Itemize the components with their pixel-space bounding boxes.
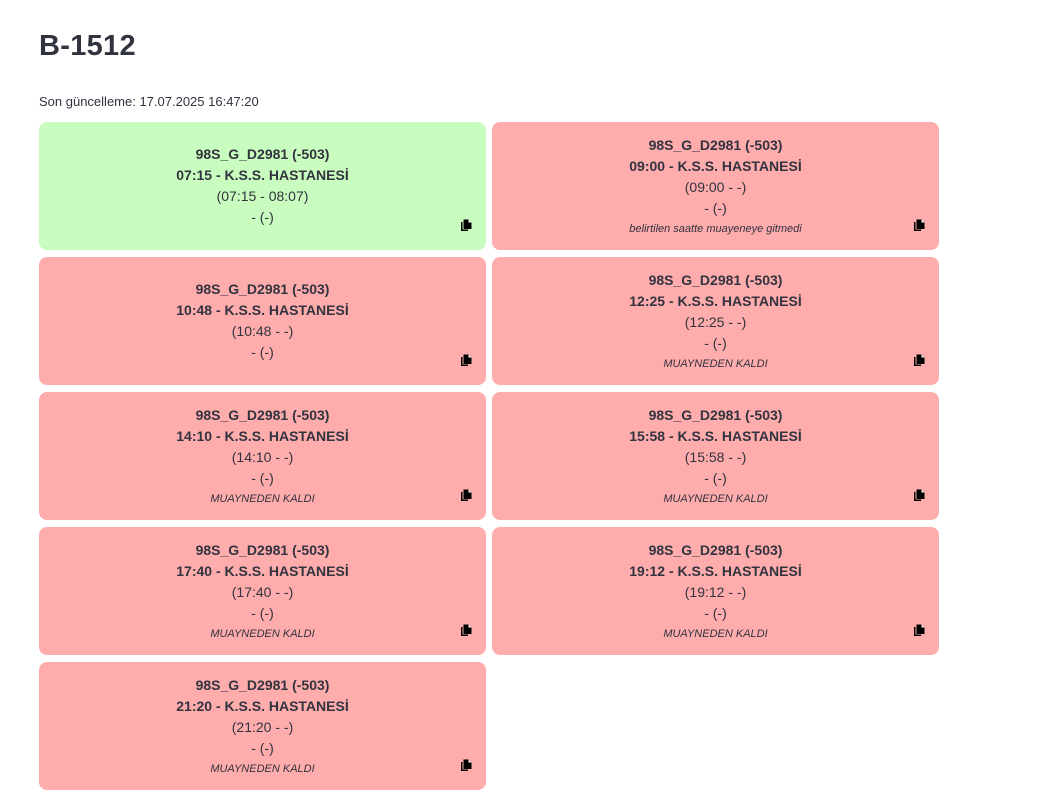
card-time-window: (10:48 - -) bbox=[231, 323, 294, 339]
copy-icon[interactable] bbox=[460, 624, 472, 637]
last-updated-text: Son güncelleme: 17.07.2025 16:47:20 bbox=[39, 94, 259, 109]
card-code: 98S_G_D2981 (-503) bbox=[195, 406, 330, 423]
card-extra: - (-) bbox=[704, 469, 727, 486]
card-note: MUAYNEDEN KALDI bbox=[663, 492, 768, 505]
card-code: 98S_G_D2981 (-503) bbox=[648, 406, 783, 423]
card-code: 98S_G_D2981 (-503) bbox=[195, 541, 330, 558]
card-appointment: 09:00 - K.S.S. HASTANESİ bbox=[629, 157, 802, 174]
card-appointment: 07:15 - K.S.S. HASTANESİ bbox=[176, 167, 349, 183]
card-appointment: 10:48 - K.S.S. HASTANESİ bbox=[176, 302, 349, 318]
appointment-card: 98S_G_D2981 (-503) 07:15 - K.S.S. HASTAN… bbox=[39, 122, 486, 250]
card-extra: - (-) bbox=[251, 469, 274, 486]
card-code: 98S_G_D2981 (-503) bbox=[648, 136, 783, 153]
card-time-window: (12:25 - -) bbox=[684, 313, 747, 330]
card-time-window: (21:20 - -) bbox=[231, 718, 294, 735]
card-code: 98S_G_D2981 (-503) bbox=[195, 281, 330, 297]
card-note: belirtilen saatte muayeneye gitmedi bbox=[629, 222, 802, 235]
appointment-card: 98S_G_D2981 (-503) 09:00 - K.S.S. HASTAN… bbox=[492, 122, 939, 250]
appointment-grid: 98S_G_D2981 (-503) 07:15 - K.S.S. HASTAN… bbox=[39, 122, 939, 790]
card-code: 98S_G_D2981 (-503) bbox=[195, 146, 330, 162]
card-time-window: (15:58 - -) bbox=[684, 448, 747, 465]
card-note: MUAYNEDEN KALDI bbox=[210, 762, 315, 775]
card-note: MUAYNEDEN KALDI bbox=[663, 627, 768, 640]
copy-icon[interactable] bbox=[913, 489, 925, 502]
copy-icon[interactable] bbox=[460, 759, 472, 772]
card-extra: - (-) bbox=[704, 199, 727, 216]
appointment-card: 98S_G_D2981 (-503) 12:25 - K.S.S. HASTAN… bbox=[492, 257, 939, 385]
appointment-card: 98S_G_D2981 (-503) 21:20 - K.S.S. HASTAN… bbox=[39, 662, 486, 790]
card-extra: - (-) bbox=[251, 739, 274, 756]
copy-icon[interactable] bbox=[913, 354, 925, 367]
card-code: 98S_G_D2981 (-503) bbox=[648, 541, 783, 558]
card-extra: - (-) bbox=[251, 344, 274, 360]
card-code: 98S_G_D2981 (-503) bbox=[195, 676, 330, 693]
copy-icon[interactable] bbox=[460, 354, 472, 367]
card-time-window: (14:10 - -) bbox=[231, 448, 294, 465]
card-appointment: 19:12 - K.S.S. HASTANESİ bbox=[629, 562, 802, 579]
card-time-window: (09:00 - -) bbox=[684, 178, 747, 195]
appointment-card: 98S_G_D2981 (-503) 14:10 - K.S.S. HASTAN… bbox=[39, 392, 486, 520]
card-note: MUAYNEDEN KALDI bbox=[210, 627, 315, 640]
card-extra: - (-) bbox=[704, 604, 727, 621]
card-time-window: (17:40 - -) bbox=[231, 583, 294, 600]
appointment-card: 98S_G_D2981 (-503) 19:12 - K.S.S. HASTAN… bbox=[492, 527, 939, 655]
appointment-card: 98S_G_D2981 (-503) 10:48 - K.S.S. HASTAN… bbox=[39, 257, 486, 385]
card-note: MUAYNEDEN KALDI bbox=[663, 357, 768, 370]
copy-icon[interactable] bbox=[913, 624, 925, 637]
card-code: 98S_G_D2981 (-503) bbox=[648, 271, 783, 288]
page-title: B-1512 bbox=[39, 30, 136, 62]
appointment-card: 98S_G_D2981 (-503) 17:40 - K.S.S. HASTAN… bbox=[39, 527, 486, 655]
card-note: MUAYNEDEN KALDI bbox=[210, 492, 315, 505]
card-extra: - (-) bbox=[251, 209, 274, 225]
card-time-window: (19:12 - -) bbox=[684, 583, 747, 600]
card-appointment: 21:20 - K.S.S. HASTANESİ bbox=[176, 697, 349, 714]
copy-icon[interactable] bbox=[460, 219, 472, 232]
card-appointment: 15:58 - K.S.S. HASTANESİ bbox=[629, 427, 802, 444]
card-appointment: 14:10 - K.S.S. HASTANESİ bbox=[176, 427, 349, 444]
card-appointment: 17:40 - K.S.S. HASTANESİ bbox=[176, 562, 349, 579]
card-extra: - (-) bbox=[251, 604, 274, 621]
copy-icon[interactable] bbox=[913, 219, 925, 232]
card-time-window: (07:15 - 08:07) bbox=[216, 188, 309, 204]
appointment-card: 98S_G_D2981 (-503) 15:58 - K.S.S. HASTAN… bbox=[492, 392, 939, 520]
card-appointment: 12:25 - K.S.S. HASTANESİ bbox=[629, 292, 802, 309]
card-extra: - (-) bbox=[704, 334, 727, 351]
copy-icon[interactable] bbox=[460, 489, 472, 502]
